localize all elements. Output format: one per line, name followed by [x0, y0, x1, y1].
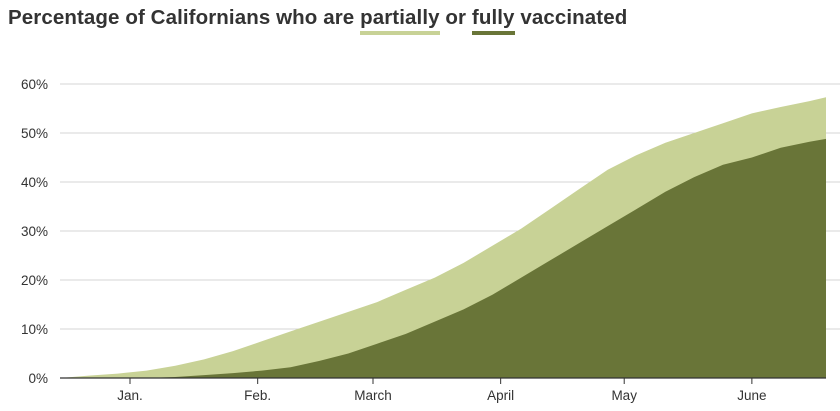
y-tick-label-10: 10%: [21, 322, 48, 337]
x-tick-label-feb: Feb.: [244, 388, 271, 403]
y-tick-label-50: 50%: [21, 126, 48, 141]
x-tick-label-may: May: [611, 388, 637, 403]
area-series: [60, 97, 826, 378]
x-tick-label-june: June: [737, 388, 766, 403]
y-tick-label-30: 30%: [21, 224, 48, 239]
y-tick-label-40: 40%: [21, 175, 48, 190]
title-middle: or: [439, 6, 472, 29]
title-suffix: vaccinated: [514, 6, 628, 29]
legend-partially-label: partially: [360, 6, 440, 29]
y-tick-label-60: 60%: [21, 77, 48, 92]
legend-partially: partially: [360, 6, 440, 35]
y-tick-label-20: 20%: [21, 273, 48, 288]
title-prefix: Percentage of Californians who are: [8, 6, 361, 29]
legend-fully-label: fully: [471, 6, 515, 29]
area-fully: [60, 138, 826, 378]
y-axis-labels: 0% 10% 20% 30% 40% 50% 60%: [21, 77, 48, 386]
x-axis-labels: Jan. Feb. March April May June: [117, 388, 766, 403]
chart-title: Percentage of Californians who are parti…: [8, 6, 628, 35]
x-tick-label-march: March: [354, 388, 392, 403]
legend-partially-swatch: [360, 31, 440, 35]
x-axis: [60, 377, 826, 384]
x-tick-label-jan: Jan.: [117, 388, 143, 403]
y-tick-label-0: 0%: [28, 371, 48, 386]
legend-fully-swatch: [471, 31, 515, 35]
legend-fully: fully: [471, 6, 515, 35]
x-tick-label-april: April: [487, 388, 514, 403]
